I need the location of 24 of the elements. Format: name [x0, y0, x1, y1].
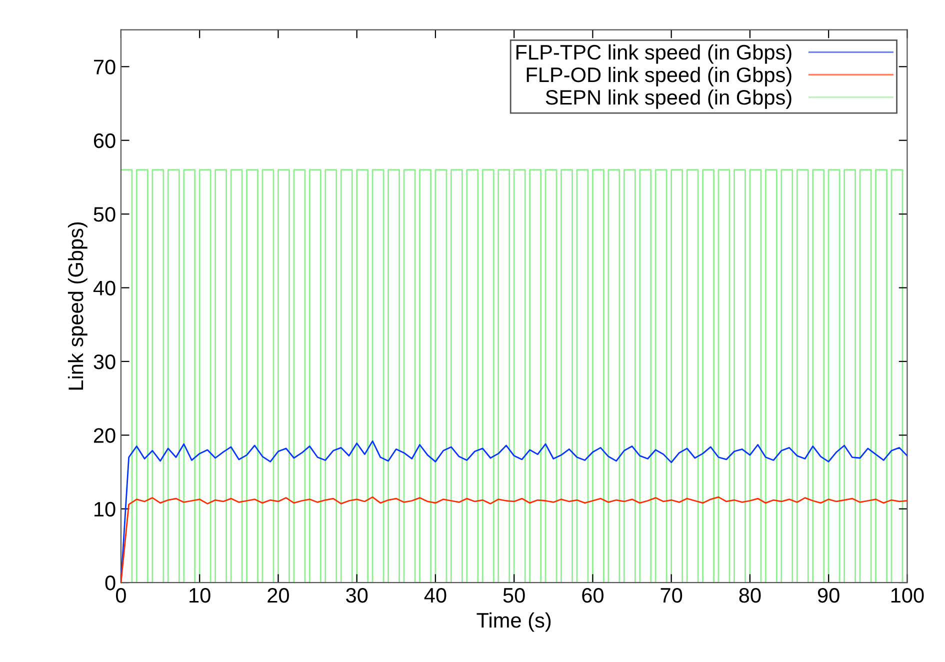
- y-tick-label: 0: [105, 576, 116, 590]
- y-tick-label: 40: [93, 280, 116, 296]
- legend-label: SEPN link speed (in Gbps): [546, 89, 792, 109]
- y-tick-label: 10: [94, 502, 116, 517]
- x-tick-label: 0: [116, 588, 126, 603]
- x-tick-label: 30: [346, 588, 368, 603]
- x-tick-label: 70: [660, 588, 682, 603]
- x-tick-label: 80: [739, 588, 761, 603]
- x-tick-label: 20: [268, 588, 289, 603]
- y-tick-label: 50: [94, 207, 116, 222]
- x-tick-label: 50: [503, 588, 525, 603]
- y-tick-label: 70: [94, 60, 116, 74]
- legend-label: FLP-TPC link speed (in Gbps): [516, 44, 792, 64]
- x-axis-title: Time (s): [476, 612, 551, 632]
- y-axis-title: Link speed (Gbps): [68, 222, 88, 390]
- x-tick-label: 60: [582, 588, 604, 603]
- x-tick-label: 100: [891, 588, 924, 603]
- y-tick-label: 30: [94, 354, 116, 370]
- y-tick-label: 20: [94, 428, 116, 443]
- x-tick-label: 10: [190, 588, 210, 603]
- y-tick-label: 60: [94, 133, 116, 148]
- x-tick-label: 40: [424, 588, 446, 603]
- x-tick-label: 90: [818, 588, 840, 603]
- legend-label: FLP-OD link speed (in Gbps): [526, 66, 792, 86]
